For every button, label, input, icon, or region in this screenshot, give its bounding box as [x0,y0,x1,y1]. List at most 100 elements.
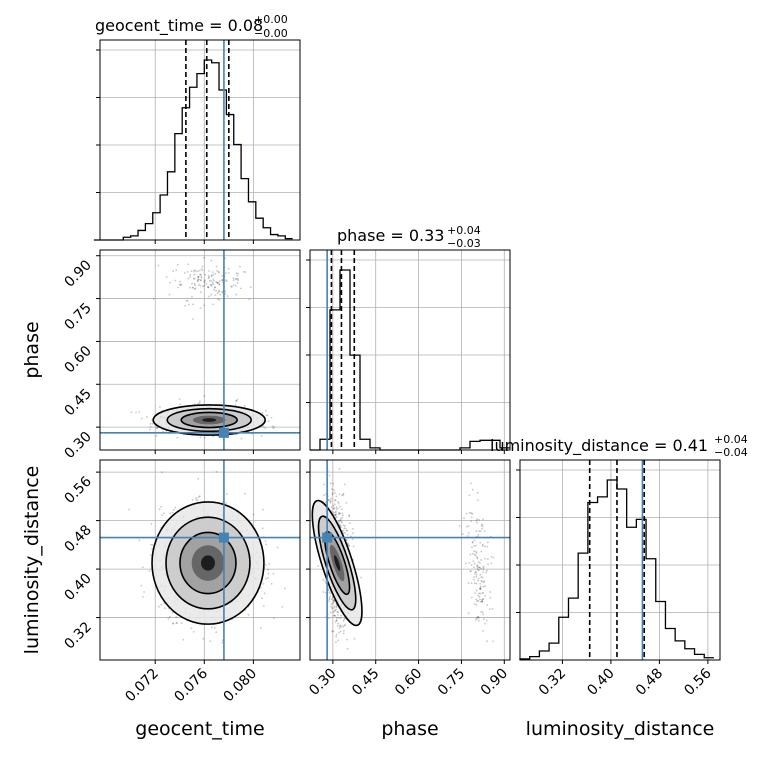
sample-point [331,488,333,491]
sample-point [475,598,478,601]
x-tick-label-phase-1: 0.45 [349,666,382,699]
sample-point [475,544,477,547]
title-geocent-time-minus: −0.00 [254,27,288,40]
sample-point [211,271,214,273]
sample-point [482,518,484,521]
sample-point [490,562,493,565]
sample-point [202,285,205,288]
title-luminosity-distance-minus: −0.04 [714,446,748,459]
sample-point [244,271,247,273]
sample-point [262,582,265,585]
sample-point [481,580,484,583]
sample-point [142,596,144,598]
sample-point [210,274,213,277]
sample-point [211,281,214,284]
sample-point [337,520,340,523]
sample-point [235,400,238,403]
sample-point [340,626,342,628]
sample-point [179,280,182,283]
sample-point [160,603,163,606]
x-tick-label-phase-2: 0.60 [392,666,425,699]
sample-point [334,621,337,623]
sample-point [474,570,477,573]
sample-point [330,497,333,500]
sample-point [475,589,478,592]
sample-point [339,525,342,528]
sample-point [334,499,337,501]
sample-point [199,284,202,287]
sample-point [338,627,341,630]
sample-point [332,482,334,485]
sample-point [140,584,143,587]
x-tick-label-phase-4: 0.90 [478,666,511,699]
sample-point [340,614,342,617]
sample-point [472,560,475,563]
sample-point [237,279,240,282]
sample-point [328,600,330,602]
sample-point [490,555,493,558]
y-tick-label-phase-2: 0.60 [61,343,94,376]
sample-point [209,283,212,286]
sample-point [178,283,181,286]
sample-point [337,616,340,619]
sample-point [334,609,336,612]
sample-point [261,527,264,530]
sample-point [473,572,476,575]
sample-point [471,541,474,543]
sample-point [342,524,345,527]
sample-point [215,289,217,292]
sample-point [187,263,190,266]
sample-point [478,592,480,595]
sample-point [343,629,345,632]
sample-point [487,558,489,560]
sample-point [218,289,221,292]
sample-point [194,287,197,290]
sample-point [214,286,217,289]
sample-point [196,279,199,282]
truth-marker [218,532,229,543]
sample-point [218,299,221,301]
y-tick-label-phase-1: 0.45 [61,386,94,419]
sample-point [195,497,197,500]
sample-point [235,293,238,296]
x-tick-label-geocent_time-2: 0.080 [221,666,261,706]
sample-point [216,281,219,284]
sample-point [332,611,335,613]
sample-point [328,598,331,601]
sample-point [212,303,214,306]
sample-point [473,539,476,542]
sample-point [481,544,484,547]
sample-point [477,568,479,571]
title-luminosity-distance: luminosity_distance = 0.41 [490,436,708,456]
sample-point [216,292,219,295]
sample-point [322,578,325,581]
sample-point [212,278,215,281]
sample-point [481,600,483,603]
sample-point [130,411,133,413]
title-luminosity-distance-plus: +0.04 [714,433,748,446]
sample-point [138,539,141,542]
sample-point [243,404,246,407]
sample-point [240,437,243,440]
sample-point [168,293,171,296]
sample-point [484,622,486,625]
sample-point [482,566,485,569]
sample-point [192,286,194,289]
sample-point [340,518,342,520]
title-geocent-time: geocent_time = 0.08 [95,16,263,36]
sample-point [215,281,218,284]
sample-point [337,511,340,514]
sample-point [216,281,219,284]
sample-point [197,280,199,283]
sample-point [340,520,343,523]
sample-point [470,570,472,573]
sample-point [331,630,334,633]
sample-point [481,576,484,579]
sample-point [467,532,470,535]
sample-point [195,270,197,272]
sample-point [489,591,491,593]
sample-point [239,265,241,268]
sample-point [218,283,221,286]
sample-point [260,435,263,437]
sample-point [484,594,486,597]
